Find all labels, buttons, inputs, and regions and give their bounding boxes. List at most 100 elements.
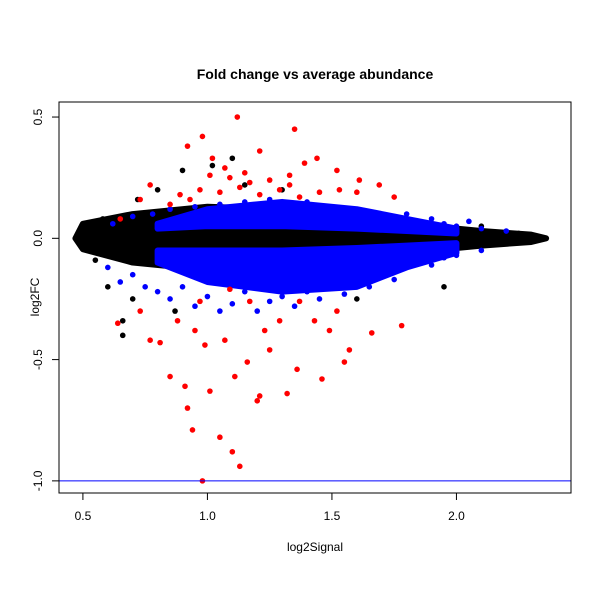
data-point-series-2 [336, 187, 343, 193]
x-axis-label: log2Signal [287, 540, 343, 554]
data-point-series-2 [314, 155, 320, 162]
data-point-series-1 [378, 213, 385, 220]
dense-region-series-1 [154, 240, 460, 295]
data-point-series-1 [254, 203, 261, 210]
data-point-series-2 [286, 172, 293, 179]
data-point-series-1 [416, 259, 422, 266]
data-point-series-2 [222, 165, 228, 171]
data-point-series-0 [241, 182, 248, 188]
data-point-series-0 [154, 187, 161, 193]
data-point-series-2 [207, 388, 213, 394]
data-point-series-2 [341, 359, 348, 365]
data-point-series-1 [453, 223, 460, 229]
data-point-series-2 [199, 133, 206, 140]
x-tick-label: 2.0 [448, 509, 465, 523]
data-point-series-1 [105, 264, 111, 271]
data-point-series-2 [174, 317, 181, 324]
data-point-series-2 [184, 143, 191, 149]
data-point-series-0 [80, 242, 86, 249]
data-point-series-0 [129, 296, 136, 302]
plot-frame [58, 101, 572, 494]
plot-marks [59, 114, 571, 484]
data-point-series-1 [416, 218, 422, 225]
data-point-series-2 [286, 182, 293, 188]
data-point-series-1 [179, 216, 186, 222]
data-point-series-2 [202, 342, 208, 348]
data-point-series-2 [234, 114, 241, 120]
data-point-series-2 [398, 322, 405, 329]
data-point-series-2 [301, 160, 308, 166]
data-point-series-1 [341, 291, 348, 297]
data-point-series-2 [217, 189, 223, 196]
data-point-series-2 [236, 184, 243, 191]
data-point-series-1 [291, 303, 298, 310]
x-tick-label: 1.0 [199, 509, 216, 523]
data-point-series-0 [523, 237, 529, 244]
data-point-series-0 [119, 332, 126, 339]
y-axis-label: log2FC [28, 277, 42, 316]
data-point-series-0 [515, 230, 522, 237]
data-point-series-2 [346, 347, 353, 353]
data-point-series-1 [403, 264, 410, 271]
data-point-series-1 [266, 298, 273, 305]
data-point-series-1 [149, 211, 156, 217]
data-point-series-2 [184, 405, 191, 411]
data-point-series-2 [147, 182, 153, 188]
data-point-series-1 [217, 201, 223, 208]
data-point-series-2 [182, 383, 188, 390]
data-point-series-1 [217, 308, 223, 314]
data-point-series-1 [478, 225, 485, 232]
data-point-series-2 [229, 448, 236, 455]
data-point-series-2 [296, 298, 303, 305]
y-tick-label: -1.0 [31, 470, 45, 491]
data-point-series-1 [109, 220, 116, 227]
data-point-series-1 [316, 203, 323, 210]
data-point-series-1 [503, 228, 510, 234]
x-axis: 0.5 1.0 1.5 2.0 [75, 492, 465, 523]
data-point-series-1 [478, 247, 485, 254]
data-point-series-1 [329, 284, 335, 290]
data-point-series-2 [334, 308, 340, 314]
data-point-series-1 [204, 208, 211, 215]
data-point-series-1 [254, 308, 261, 314]
data-point-series-1 [117, 279, 124, 285]
data-point-series-1 [453, 252, 460, 259]
y-tick-label: 0.5 [31, 108, 45, 125]
data-point-series-2 [319, 376, 325, 382]
data-point-series-1 [229, 301, 236, 307]
data-point-series-1 [304, 288, 310, 295]
data-point-series-0 [100, 216, 106, 222]
data-point-series-2 [311, 317, 318, 324]
data-point-series-1 [129, 213, 136, 220]
data-point-series-2 [354, 189, 360, 196]
data-point-series-2 [197, 298, 203, 305]
data-point-series-0 [92, 257, 99, 263]
data-point-series-2 [276, 187, 283, 193]
data-point-series-1 [441, 254, 447, 261]
data-point-series-2 [246, 298, 253, 305]
data-point-series-2 [244, 359, 251, 365]
data-point-series-2 [376, 182, 383, 188]
data-point-series-2 [254, 398, 261, 404]
data-point-series-2 [276, 317, 283, 324]
data-point-series-2 [222, 337, 228, 343]
data-point-series-1 [391, 276, 397, 283]
data-point-series-2 [241, 170, 248, 176]
data-point-series-2 [256, 191, 263, 198]
data-point-series-2 [356, 177, 363, 183]
data-point-series-1 [466, 218, 472, 225]
data-point-series-1 [441, 220, 447, 227]
data-point-series-2 [187, 196, 193, 203]
data-point-series-0 [354, 296, 360, 302]
data-point-series-1 [204, 293, 211, 300]
data-point-series-1 [329, 208, 335, 215]
data-point-series-2 [391, 194, 397, 200]
data-point-series-1 [341, 206, 348, 213]
data-point-series-2 [326, 327, 333, 334]
data-point-series-1 [428, 262, 435, 268]
data-point-series-0 [503, 240, 510, 246]
data-point-series-2 [227, 174, 233, 181]
data-point-series-1 [167, 206, 173, 213]
data-point-series-2 [167, 201, 173, 208]
